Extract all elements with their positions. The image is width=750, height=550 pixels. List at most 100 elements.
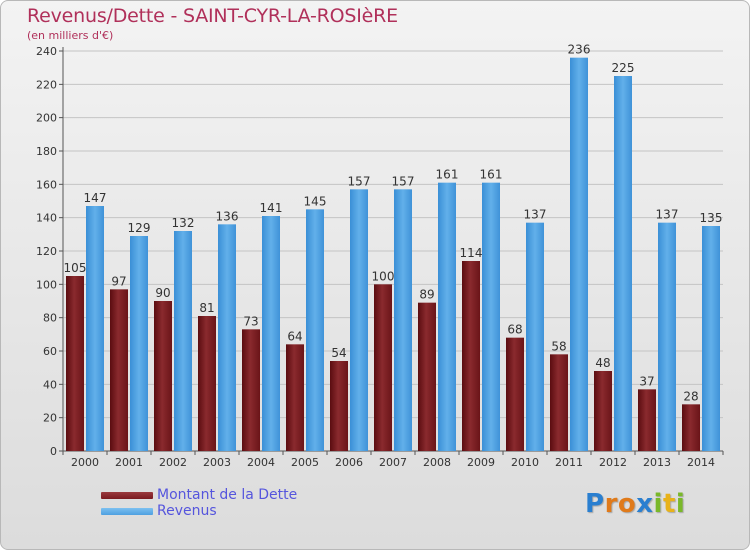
data-label-dette: 73 — [243, 314, 258, 328]
bar-revenus — [306, 209, 324, 451]
bar-dette — [66, 276, 84, 451]
data-label-revenus: 161 — [480, 168, 503, 182]
chart-legend: Montant de la Dette Revenus — [101, 487, 297, 519]
y-tick-label: 200 — [36, 112, 57, 125]
x-tick-label: 2008 — [423, 456, 451, 469]
bar-dette — [594, 371, 612, 451]
x-tick-label: 2000 — [71, 456, 99, 469]
logo-letter: x — [636, 489, 654, 519]
bar-dette — [462, 261, 480, 451]
bar-dette — [374, 284, 392, 451]
data-label-dette: 64 — [287, 329, 302, 343]
x-tick-label: 2011 — [555, 456, 583, 469]
bar-dette — [506, 337, 524, 451]
bar-revenus — [570, 57, 588, 452]
data-label-dette: 114 — [460, 246, 483, 260]
data-label-revenus: 157 — [392, 174, 415, 188]
bar-dette — [418, 302, 436, 451]
bar-revenus — [702, 226, 720, 451]
data-label-dette: 58 — [551, 339, 566, 353]
y-tick-label: 240 — [36, 45, 57, 58]
data-label-revenus: 141 — [260, 201, 283, 215]
data-label-revenus: 137 — [656, 208, 679, 222]
y-tick-label: 60 — [43, 345, 57, 358]
x-tick-label: 2010 — [511, 456, 539, 469]
data-label-dette: 89 — [419, 288, 434, 302]
x-tick-label: 2002 — [159, 456, 187, 469]
data-label-revenus: 135 — [700, 211, 723, 225]
bar-revenus — [658, 222, 676, 451]
x-tick-label: 2012 — [599, 456, 627, 469]
logo-letter: i — [675, 489, 686, 519]
data-label-revenus: 236 — [568, 43, 591, 57]
data-label-revenus: 129 — [128, 221, 151, 235]
y-tick-label: 220 — [36, 78, 57, 91]
bar-dette — [286, 344, 304, 451]
bar-dette — [638, 389, 656, 451]
data-label-dette: 90 — [155, 286, 170, 300]
bar-dette — [110, 289, 128, 451]
bar-dette — [198, 316, 216, 451]
data-label-revenus: 145 — [304, 194, 327, 208]
data-label-revenus: 132 — [172, 216, 195, 230]
logo-letter: r — [604, 489, 618, 519]
bar-revenus — [482, 182, 500, 451]
bar-dette — [242, 329, 260, 451]
y-tick-label: 180 — [36, 145, 57, 158]
data-label-dette: 37 — [639, 374, 654, 388]
data-label-dette: 105 — [64, 261, 87, 275]
bar-dette — [330, 361, 348, 451]
bar-revenus — [218, 224, 236, 451]
proxiti-logo: Proxiti — [585, 489, 685, 519]
x-tick-label: 2001 — [115, 456, 143, 469]
data-label-dette: 28 — [683, 389, 698, 403]
legend-swatch-dette — [101, 491, 153, 499]
x-tick-label: 2005 — [291, 456, 319, 469]
y-tick-label: 100 — [36, 278, 57, 291]
y-tick-label: 40 — [43, 378, 57, 391]
x-tick-label: 2004 — [247, 456, 275, 469]
bar-revenus — [394, 189, 412, 452]
legend-label-revenus: Revenus — [157, 503, 217, 519]
y-tick-label: 120 — [36, 245, 57, 258]
logo-letter: t — [662, 489, 676, 519]
bar-dette — [682, 404, 700, 451]
chart-title: Revenus/Dette - SAINT-CYR-LA-ROSIèRE — [27, 5, 398, 27]
y-tick-label: 140 — [36, 212, 57, 225]
x-tick-label: 2009 — [467, 456, 495, 469]
logo-letter: o — [617, 489, 637, 519]
x-tick-label: 2013 — [643, 456, 671, 469]
x-tick-label: 2003 — [203, 456, 231, 469]
data-label-dette: 54 — [331, 346, 346, 360]
data-label-revenus: 147 — [84, 191, 107, 205]
bar-revenus — [130, 236, 148, 451]
bar-revenus — [174, 231, 192, 451]
bar-revenus — [350, 189, 368, 452]
bar-revenus — [438, 182, 456, 451]
logo-letter: P — [585, 489, 605, 519]
data-label-dette: 97 — [111, 274, 126, 288]
bar-dette — [550, 354, 568, 451]
x-tick-label: 2014 — [687, 456, 715, 469]
x-tick-label: 2006 — [335, 456, 363, 469]
legend-swatch-revenus — [101, 507, 153, 515]
data-label-revenus: 137 — [524, 208, 547, 222]
y-tick-label: 20 — [43, 412, 57, 425]
legend-label-dette: Montant de la Dette — [157, 487, 298, 503]
data-label-dette: 48 — [595, 356, 610, 370]
y-tick-label: 160 — [36, 178, 57, 191]
data-label-revenus: 136 — [216, 209, 239, 223]
logo-letter: i — [653, 489, 663, 519]
chart-subtitle: (en milliers d'€) — [27, 29, 114, 42]
bar-revenus — [86, 206, 104, 451]
y-tick-label: 0 — [50, 445, 57, 458]
y-tick-label: 80 — [43, 312, 57, 325]
legend-item-revenus: Revenus — [101, 503, 297, 519]
bar-dette — [154, 301, 172, 451]
data-label-dette: 100 — [372, 269, 395, 283]
data-label-revenus: 225 — [612, 61, 635, 75]
legend-item-dette: Montant de la Dette — [101, 487, 297, 503]
x-tick-label: 2007 — [379, 456, 407, 469]
